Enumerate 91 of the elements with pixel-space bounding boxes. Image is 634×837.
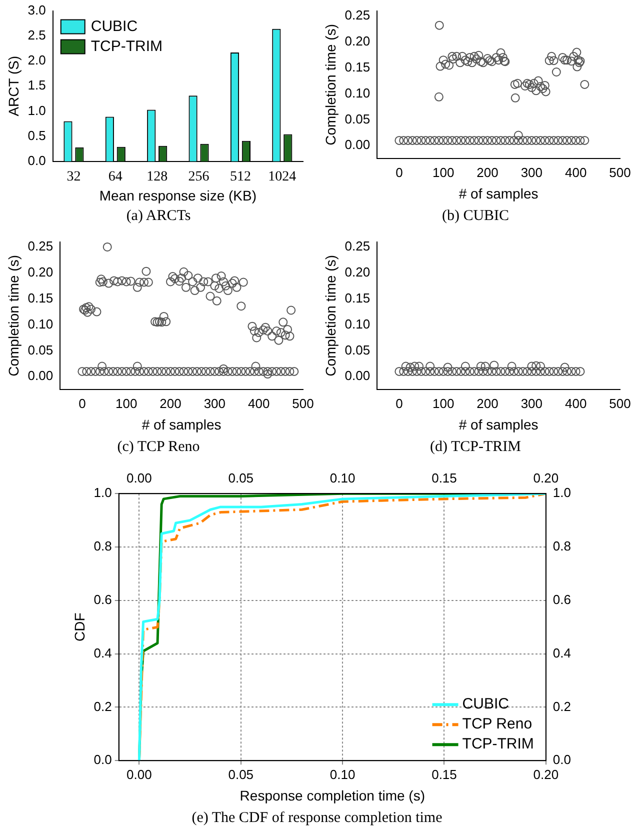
y-tick-label: 0.15: [344, 290, 370, 306]
x-tick-label: 500: [292, 396, 314, 411]
y-tick-label: 0.20: [344, 33, 370, 48]
y-tick-label: 0.15: [28, 290, 54, 306]
x-tick-label: 300: [520, 164, 543, 180]
x-tick-label: 32: [66, 169, 81, 184]
x-tick-label: 0.00: [126, 766, 152, 782]
y-tick-label: 0.5: [28, 128, 46, 143]
x-tick-label: 100: [115, 396, 138, 411]
text: (a) ARCTs: [125, 207, 192, 226]
x-tick-label: 200: [476, 396, 498, 411]
y-tick-label: 0.10: [28, 316, 54, 332]
y-axis-title: CDF: [71, 612, 88, 642]
y-tick-label: 0.8: [94, 538, 112, 554]
y-tick-label: 3.0: [28, 2, 46, 18]
x-axis-title: # of samples: [458, 416, 538, 432]
legend-label: CUBIC: [90, 18, 138, 35]
y-tick-label: 1.0: [94, 485, 112, 500]
x2-tick-label: 0.20: [533, 470, 559, 486]
x2-tick-label: 0.05: [228, 470, 254, 486]
x-tick-label: 100: [432, 396, 454, 411]
y-tick-label: 0.10: [344, 85, 370, 100]
y-tick-label: 0.25: [344, 8, 370, 23]
y-tick-label: 0.00: [344, 137, 370, 152]
y-tick-label: 0.00: [28, 368, 54, 384]
y2-tick-label: 0.0: [552, 752, 572, 768]
y-tick-label: 0.0: [94, 752, 112, 768]
x-tick-label: 1024: [268, 169, 296, 184]
y-axis-title: Completion time (s): [322, 24, 338, 146]
x-tick-label: 100: [432, 164, 454, 180]
y-tick-label: 0.20: [28, 264, 54, 280]
x-axis-title: Mean response size (KB): [99, 187, 257, 204]
x-tick-label: 300: [204, 396, 226, 411]
y-axis-title: Completion time (s): [322, 255, 338, 376]
x-axis-title: # of samples: [142, 416, 222, 432]
x-tick-label: 0.20: [533, 766, 559, 782]
x-tick-label: 400: [248, 396, 270, 411]
y2-tick-label: 0.6: [552, 592, 572, 607]
y-tick-label: 0.05: [28, 342, 54, 358]
y-tick-label: 0.05: [344, 111, 370, 126]
y-tick-label: 0.20: [344, 264, 370, 280]
y2-tick-label: 1.0: [552, 485, 572, 500]
x-axis-title: Response completion time (s): [240, 787, 425, 804]
y-tick-label: 0.6: [94, 592, 112, 607]
text: (d) TCP-TRIM: [429, 438, 522, 457]
x-tick-label: 400: [564, 396, 587, 411]
x-axis-title: # of samples: [458, 185, 538, 202]
y-tick-label: 1.5: [28, 78, 46, 93]
y-tick-label: 2.5: [28, 27, 46, 42]
text: (b) CUBIC: [440, 207, 510, 226]
text: (c) TCP Reno: [116, 438, 201, 457]
x2-tick-label: 0.10: [330, 470, 356, 486]
x-tick-label: 200: [476, 164, 498, 180]
x-tick-label: 400: [564, 164, 587, 180]
x-tick-label: 512: [230, 169, 251, 184]
x-tick-label: 256: [188, 169, 210, 184]
y-tick-label: 0.25: [28, 238, 54, 254]
legend-label: CUBIC: [462, 696, 510, 713]
x-tick-label: 64: [108, 169, 122, 184]
x-tick-label: 200: [160, 396, 182, 411]
y-tick-label: 0.15: [344, 59, 370, 74]
y-tick-label: 0.00: [344, 368, 370, 384]
text: (e) The CDF of response completion time: [190, 809, 444, 828]
y-tick-label: 0.4: [94, 645, 112, 660]
y-tick-label: 0.05: [344, 342, 370, 358]
y-tick-label: 0.25: [344, 238, 370, 254]
x-tick-label: 0: [396, 396, 403, 411]
y-tick-label: 0.10: [344, 316, 370, 332]
x-tick-label: 0.15: [432, 766, 457, 782]
y-axis-title: Completion time (s): [5, 255, 22, 376]
x-tick-label: 500: [609, 164, 631, 180]
legend-label: TCP Reno: [462, 716, 532, 733]
x-tick-label: 0.05: [228, 766, 254, 782]
x-tick-label: 128: [146, 169, 168, 184]
x-tick-label: 500: [609, 396, 631, 411]
legend-label: TCP-TRIM: [462, 736, 534, 753]
legend-label: TCP-TRIM: [90, 38, 163, 55]
x-tick-label: 300: [520, 396, 543, 411]
x-tick-label: 0: [78, 396, 86, 411]
y-tick-label: 0.0: [28, 152, 46, 168]
y-tick-label: 1.0: [28, 102, 46, 118]
x2-tick-label: 0.15: [432, 470, 457, 486]
x-tick-label: 0: [396, 164, 403, 180]
y-axis-title: ARCT (S): [5, 56, 22, 116]
x-tick-label: 0.10: [330, 766, 356, 782]
y2-tick-label: 0.2: [552, 698, 572, 714]
y2-tick-label: 0.8: [552, 538, 572, 554]
y-tick-label: 0.2: [94, 698, 112, 714]
y-tick-label: 2.0: [28, 52, 46, 68]
x2-tick-label: 0.00: [126, 470, 152, 486]
y2-tick-label: 0.4: [552, 645, 572, 660]
